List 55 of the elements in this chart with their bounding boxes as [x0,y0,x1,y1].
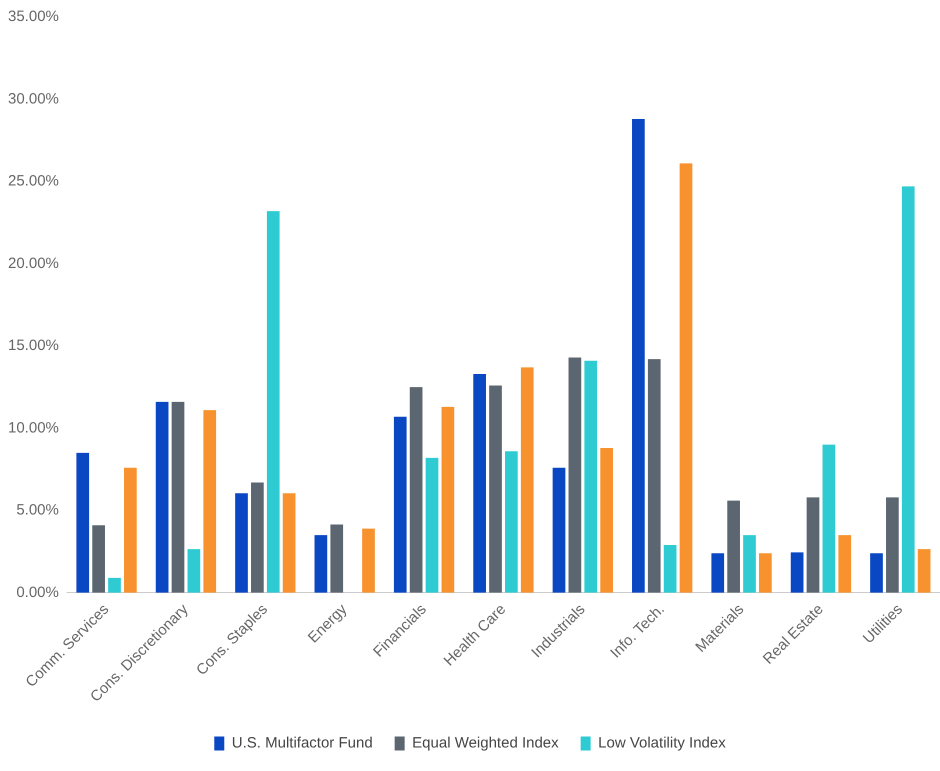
bar [505,451,518,593]
bar [584,360,598,593]
bar [172,402,184,593]
bar [76,452,90,593]
y-tick-label: 0.00% [16,584,59,601]
bar [473,374,486,593]
bar [870,553,883,593]
bar [426,458,438,593]
bar [92,525,105,593]
y-tick-label: 25.00% [8,172,59,190]
bar [489,385,502,593]
bar [822,444,836,593]
bar [124,468,137,593]
bar [235,493,248,593]
bar [759,553,772,593]
legend-label: Equal Weighted Index [412,734,560,752]
bar [410,387,422,593]
y-tick-label: 30.00% [8,90,59,108]
bar [806,497,820,593]
bar [203,410,216,593]
bar [282,493,296,593]
bar [188,549,200,593]
bar [266,211,280,593]
bar [727,500,740,593]
y-tick-label: 35.00% [8,8,59,26]
bar [362,528,375,593]
y-tick-label: 5.00% [16,502,59,519]
y-tick-label: 15.00% [8,337,59,354]
x-tick-label: Info. Tech. [607,600,668,662]
y-tick-label: 20.00% [8,254,59,272]
bar [918,549,930,593]
bar [251,482,264,593]
bar [108,578,121,593]
legend-label: Low Volatility Index [598,734,726,752]
bar [156,402,168,593]
bar [886,497,899,593]
legend-label: U.S. Multifactor Fund [232,734,373,752]
bar [330,524,344,593]
bar [648,359,661,593]
bar [680,163,692,593]
bar [790,552,804,593]
bar [442,406,454,593]
y-tick-label: 10.00% [8,419,59,436]
bar [552,468,566,593]
bar [568,358,582,593]
bar [520,367,534,593]
bar [743,535,756,593]
bar [600,448,613,593]
bar [664,545,676,593]
bar [314,535,328,593]
bar [632,118,645,593]
bar [902,186,915,593]
bar [838,535,852,593]
bar [394,416,407,593]
bar [711,553,724,593]
